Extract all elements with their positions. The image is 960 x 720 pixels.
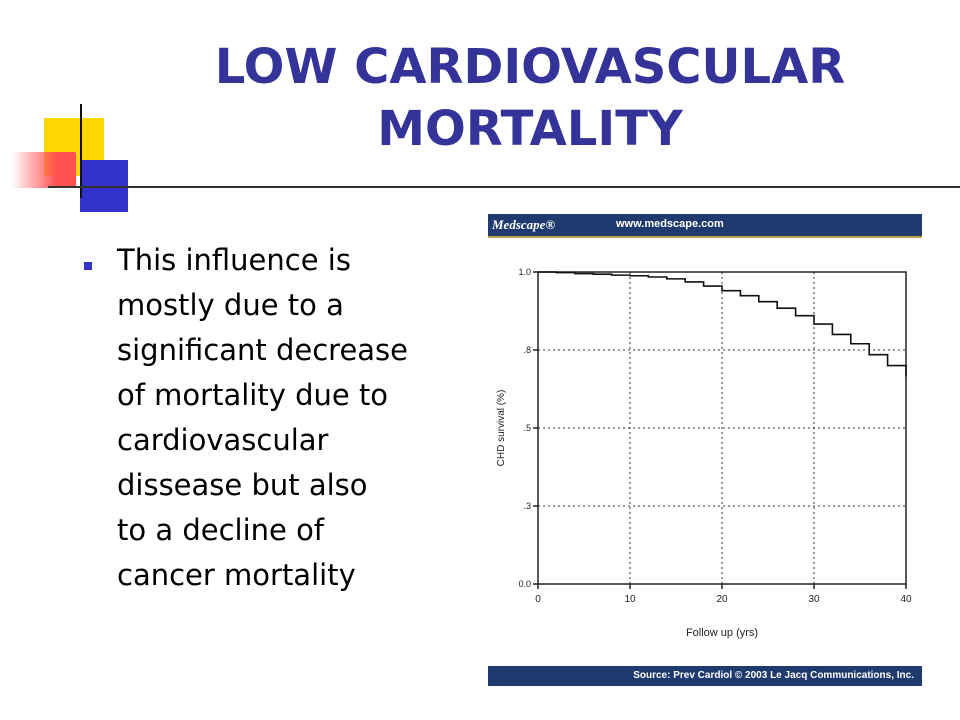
title-divider-line: [48, 186, 960, 188]
bullet-line: to a decline of: [117, 513, 325, 547]
x-tick-label: 30: [808, 594, 820, 605]
survival-line: [538, 271, 907, 377]
bullet-line: cancer mortality: [117, 558, 356, 592]
y-tick-label: 0.0: [518, 579, 531, 589]
chart-header: Medscape® www.medscape.com: [488, 214, 922, 236]
slide-title-line-1: LOW CARDIOVASCULAR: [214, 39, 846, 95]
x-tick-label: 0: [535, 594, 541, 605]
x-axis-label: Follow up (yrs): [686, 627, 758, 639]
bullet-line: This influence is: [117, 243, 351, 277]
chart-url: www.medscape.com: [616, 218, 724, 230]
y-tick-label: .5: [523, 423, 531, 433]
decorative-vertical-line: [80, 104, 82, 198]
y-axis-label: CHD survival (%): [496, 390, 507, 467]
x-tick-label: 10: [624, 594, 636, 605]
medscape-logo: Medscape®: [492, 217, 556, 232]
decorative-red-bar: [12, 152, 76, 188]
slide-title: LOW CARDIOVASCULAR MORTALITY: [140, 36, 920, 160]
bullet-text: This influence is mostly due to a signif…: [117, 238, 462, 598]
bullet-line: of mortality due to: [117, 378, 389, 412]
bullet-line: cardiovascular: [117, 423, 329, 457]
y-tick-label: .3: [523, 501, 531, 511]
x-tick-label: 40: [900, 594, 912, 605]
survival-chart: 0 10 20 30 40 0.0 .3 .5 .8 1.0 Follow up (yrs) CHD …: [496, 267, 912, 639]
bullet-marker: [84, 262, 92, 270]
bullet-line: significant decrease: [117, 333, 409, 367]
x-tick-label: 20: [716, 594, 728, 605]
y-tick-label: 1.0: [518, 267, 531, 277]
chart-header-rule: [488, 236, 922, 238]
chart-source: Source: Prev Cardiol © 2003 Le Jacq Comm…: [633, 670, 914, 681]
bullet-line: mostly due to a: [117, 288, 344, 322]
y-tick-label: .8: [523, 345, 531, 355]
bullet-line: dissease but also: [117, 468, 368, 502]
slide-title-line-2: MORTALITY: [377, 101, 683, 157]
chart-footer: Source: Prev Cardiol © 2003 Le Jacq Comm…: [488, 666, 922, 686]
chart-panel: Medscape® www.medscape.com 0 10 20 30 40 0.0.…: [488, 214, 922, 686]
